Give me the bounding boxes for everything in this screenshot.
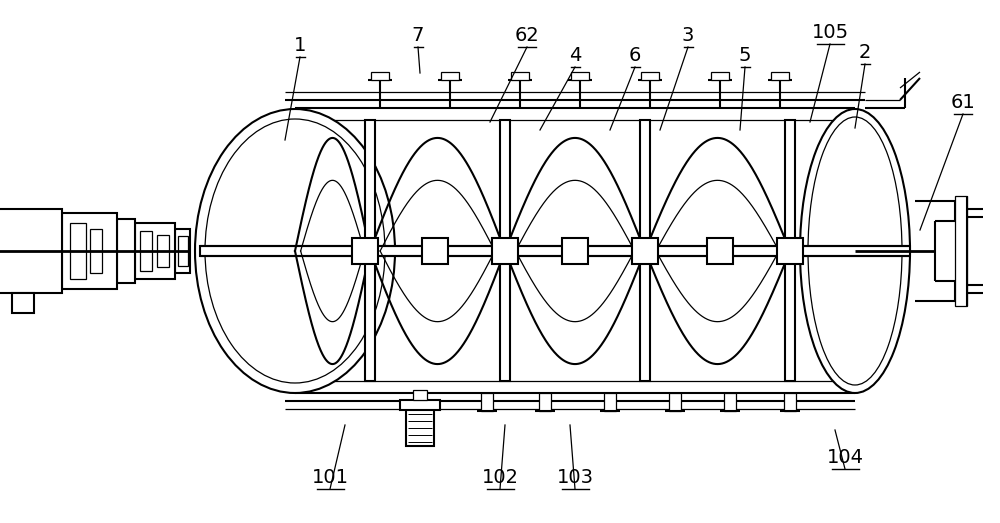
Text: 62: 62 <box>515 26 539 45</box>
Bar <box>413 390 427 400</box>
Bar <box>632 238 658 264</box>
Bar <box>135 223 175 279</box>
Text: 102: 102 <box>482 468 518 487</box>
Text: 105: 105 <box>811 23 849 42</box>
Text: 6: 6 <box>629 46 641 65</box>
Bar <box>12 293 34 313</box>
Bar <box>500 120 510 381</box>
Bar <box>785 120 795 381</box>
Text: 5: 5 <box>739 46 751 65</box>
Bar <box>539 393 551 411</box>
Bar <box>669 393 681 411</box>
Bar <box>400 400 440 410</box>
Text: 3: 3 <box>682 26 694 45</box>
Text: 104: 104 <box>826 448 864 467</box>
Bar <box>178 236 188 266</box>
Bar <box>62 213 117 289</box>
Bar <box>640 120 650 381</box>
Bar <box>70 223 86 279</box>
Bar <box>90 229 102 273</box>
Bar <box>784 393 796 411</box>
Text: 2: 2 <box>859 43 871 62</box>
Text: 101: 101 <box>312 468 349 487</box>
Bar <box>641 72 659 80</box>
Bar <box>481 393 493 411</box>
Bar <box>777 238 803 264</box>
Bar <box>511 72 529 80</box>
Text: 1: 1 <box>294 36 306 55</box>
Bar <box>492 238 518 264</box>
Bar <box>414 393 426 411</box>
Text: 61: 61 <box>951 93 975 112</box>
Bar <box>352 238 378 264</box>
Bar <box>571 72 589 80</box>
Bar <box>707 238 733 264</box>
Text: 7: 7 <box>412 26 424 45</box>
Bar <box>406 408 434 446</box>
Bar <box>711 72 729 80</box>
Bar <box>604 393 616 411</box>
Text: 4: 4 <box>569 46 581 65</box>
Ellipse shape <box>195 109 395 393</box>
Bar <box>140 231 152 271</box>
Ellipse shape <box>800 109 910 393</box>
Bar <box>955 196 967 306</box>
Bar <box>175 229 190 273</box>
Bar <box>200 246 910 256</box>
Bar <box>422 238 448 264</box>
Bar <box>371 72 389 80</box>
Bar <box>441 72 459 80</box>
Bar <box>117 219 135 283</box>
Bar <box>724 393 736 411</box>
Bar <box>365 120 375 381</box>
Bar <box>771 72 789 80</box>
Bar <box>0 209 62 293</box>
Text: 103: 103 <box>556 468 594 487</box>
Bar <box>562 238 588 264</box>
Bar <box>157 235 169 267</box>
